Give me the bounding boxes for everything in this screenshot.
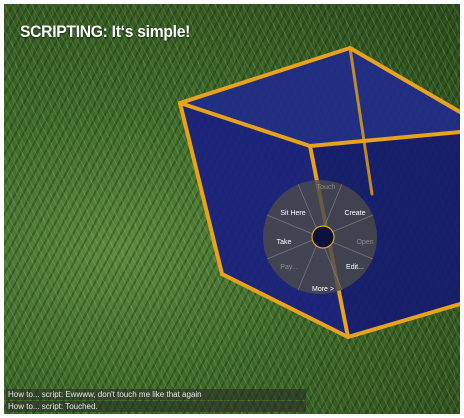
pie-item-more[interactable]: More >	[312, 286, 334, 293]
cube-edge	[308, 130, 460, 148]
pie-item-take[interactable]: Take	[277, 239, 292, 246]
pie-menu: Touch Create Open Edit... More > Pay... …	[263, 180, 377, 294]
pie-item-create[interactable]: Create	[344, 210, 365, 217]
pie-item-open[interactable]: Open	[356, 239, 373, 246]
chat-history: How to... script: Ewwww, don't touch me …	[6, 388, 306, 412]
cube-edge	[178, 101, 312, 148]
pie-item-pay[interactable]: Pay...	[280, 264, 297, 271]
cube-edge	[346, 302, 460, 339]
page-title: SCRIPTING: It‘s simple!	[20, 22, 191, 41]
pie-item-touch[interactable]: Touch	[317, 184, 336, 191]
cube-edge	[220, 272, 350, 339]
cube-edge-hidden	[348, 46, 374, 196]
cube-edge	[348, 46, 460, 114]
cube-edge	[178, 101, 224, 276]
pie-divider	[266, 236, 321, 260]
pie-item-sit-here[interactable]: Sit Here	[280, 210, 305, 217]
pie-item-edit[interactable]: Edit...	[346, 264, 364, 271]
chat-line: How to... script: Touched.	[6, 401, 306, 412]
3d-viewport[interactable]: Touch Create Open Edit... More > Pay... …	[4, 4, 460, 414]
chat-line: How to... script: Ewwww, don't touch me …	[6, 389, 306, 400]
cube-edge	[178, 46, 352, 105]
pie-menu-center[interactable]	[311, 225, 335, 249]
pie-divider	[266, 214, 321, 238]
scene-svg: Touch Create Open Edit... More > Pay... …	[178, 46, 460, 339]
